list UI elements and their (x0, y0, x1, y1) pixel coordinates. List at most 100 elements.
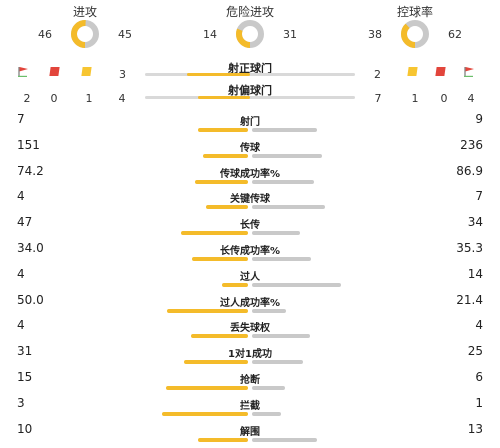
stat-home-value: 74.2 (17, 163, 44, 178)
stat-away-bar (252, 231, 301, 236)
home-count-red: 0 (50, 92, 58, 105)
away-count-corner: 4 (467, 92, 475, 105)
stat-row: 151 传球 236 (0, 138, 500, 164)
corner-flag-icon (18, 67, 28, 77)
stat-away-value: 9 (475, 112, 483, 126)
away-count-shots-off: 7 (374, 92, 382, 105)
stat-label: 过人成功率% (219, 297, 281, 309)
stat-row: 31 1对1成功 25 (0, 344, 500, 370)
stat-row: 34.0 长传成功率% 35.3 (0, 241, 500, 267)
stat-home-value: 31 (17, 344, 33, 359)
stat-label: 拦截 (240, 400, 260, 412)
stat-attack: 进攻 46 45 (20, 0, 150, 60)
stat-away-value: 86.9 (456, 163, 483, 178)
stat-away-value: 236 (460, 137, 483, 152)
donut-title: 进攻 (72, 5, 97, 19)
stat-away-bar (252, 282, 342, 287)
stat-label: 过人 (240, 271, 260, 283)
stat-label: 1对1成功 (228, 349, 272, 361)
donut-right-value: 62 (448, 28, 462, 41)
stat-home-value: 50.0 (17, 292, 44, 307)
stat-home-bar (197, 128, 248, 132)
shots-on-target-label: 射正球门 (228, 62, 272, 75)
red-card-icon (435, 67, 446, 76)
stat-away-value: 14 (467, 266, 483, 281)
donut-ring (71, 20, 99, 48)
stat-label: 射门 (240, 117, 260, 128)
shots-off-track (145, 96, 355, 99)
stat-home-value: 4 (17, 318, 25, 333)
stat-away-bar (252, 360, 304, 365)
stat-away-value: 21.4 (456, 292, 483, 307)
stat-home-value: 151 (17, 137, 40, 152)
stat-home-bar (161, 411, 248, 416)
home-count-yellow: 1 (85, 92, 93, 105)
yellow-card-icon (407, 67, 418, 76)
stat-label: 传球 (240, 142, 260, 154)
stat-away-bar (252, 257, 311, 261)
donut-ring (236, 20, 264, 48)
stat-away-bar (252, 128, 317, 132)
shots-on-right-value: 2 (374, 68, 381, 81)
stat-away-bar (252, 411, 281, 416)
stat-away-bar (252, 179, 315, 184)
stat-home-value: 4 (17, 189, 25, 204)
stat-row: 7 射门 9 (0, 112, 500, 138)
shots-off-bar (197, 96, 250, 99)
stat-home-bar (206, 205, 248, 210)
stat-label: 解围 (240, 426, 260, 438)
stat-home-value: 15 (17, 370, 33, 384)
yellow-card-icon (81, 67, 92, 76)
donut-left-value: 38 (368, 28, 382, 41)
stat-home-value: 47 (17, 215, 33, 230)
stat-away-value: 7 (475, 189, 483, 204)
stat-row: 47 长传 34 (0, 215, 500, 241)
shots-on-track (145, 73, 355, 76)
stat-home-value: 7 (17, 112, 25, 126)
stat-label: 长传 (240, 220, 260, 232)
stat-away-value: 6 (475, 370, 483, 384)
away-count-red: 0 (440, 92, 448, 105)
stat-row: 74.2 传球成功率% 86.9 (0, 164, 500, 190)
stat-home-bar (167, 308, 248, 313)
corner-flag-icon (464, 67, 474, 77)
stat-away-value: 4 (475, 318, 483, 333)
stat-away-bar (252, 386, 285, 390)
donut-right-value: 31 (283, 28, 297, 41)
stat-home-bar (181, 231, 248, 236)
stat-label: 抢断 (240, 375, 260, 386)
stat-home-bar (184, 360, 248, 365)
stat-away-value: 1 (475, 395, 483, 410)
stat-row: 3 拦截 1 (0, 396, 500, 422)
stat-home-bar (203, 153, 248, 158)
stat-away-value: 35.3 (456, 241, 483, 255)
stat-home-bar (190, 334, 248, 339)
away-count-yellow: 1 (411, 92, 419, 105)
stat-possession: 控球率 38 62 (350, 0, 480, 60)
donut-ring (401, 20, 429, 48)
stat-home-value: 34.0 (17, 241, 44, 255)
stat-row: 4 过人 14 (0, 267, 500, 293)
stat-row: 10 解围 13 (0, 422, 500, 448)
red-card-icon (49, 67, 60, 76)
stat-home-bar (222, 282, 248, 287)
stat-home-bar (165, 386, 248, 390)
donut-left-value: 46 (38, 28, 52, 41)
stat-label: 长传成功率% (219, 246, 281, 257)
donut-right-value: 45 (118, 28, 132, 41)
stat-row: 4 丢失球权 4 (0, 318, 500, 344)
donut-title: 危险进攻 (225, 5, 274, 19)
donut-title: 控球率 (396, 5, 433, 19)
stat-home-bar (195, 179, 248, 184)
stat-label: 关键传球 (230, 194, 270, 206)
shots-on-bar (187, 73, 250, 76)
stat-away-value: 25 (467, 344, 483, 359)
stat-home-value: 4 (17, 266, 25, 281)
stat-row: 4 关键传球 7 (0, 189, 500, 215)
stat-away-bar (252, 205, 326, 210)
stat-home-value: 10 (17, 421, 33, 436)
stat-away-bar (252, 308, 287, 313)
stat-home-bar (191, 257, 248, 261)
stat-away-value: 34 (467, 215, 483, 230)
stat-away-bar (252, 334, 310, 339)
